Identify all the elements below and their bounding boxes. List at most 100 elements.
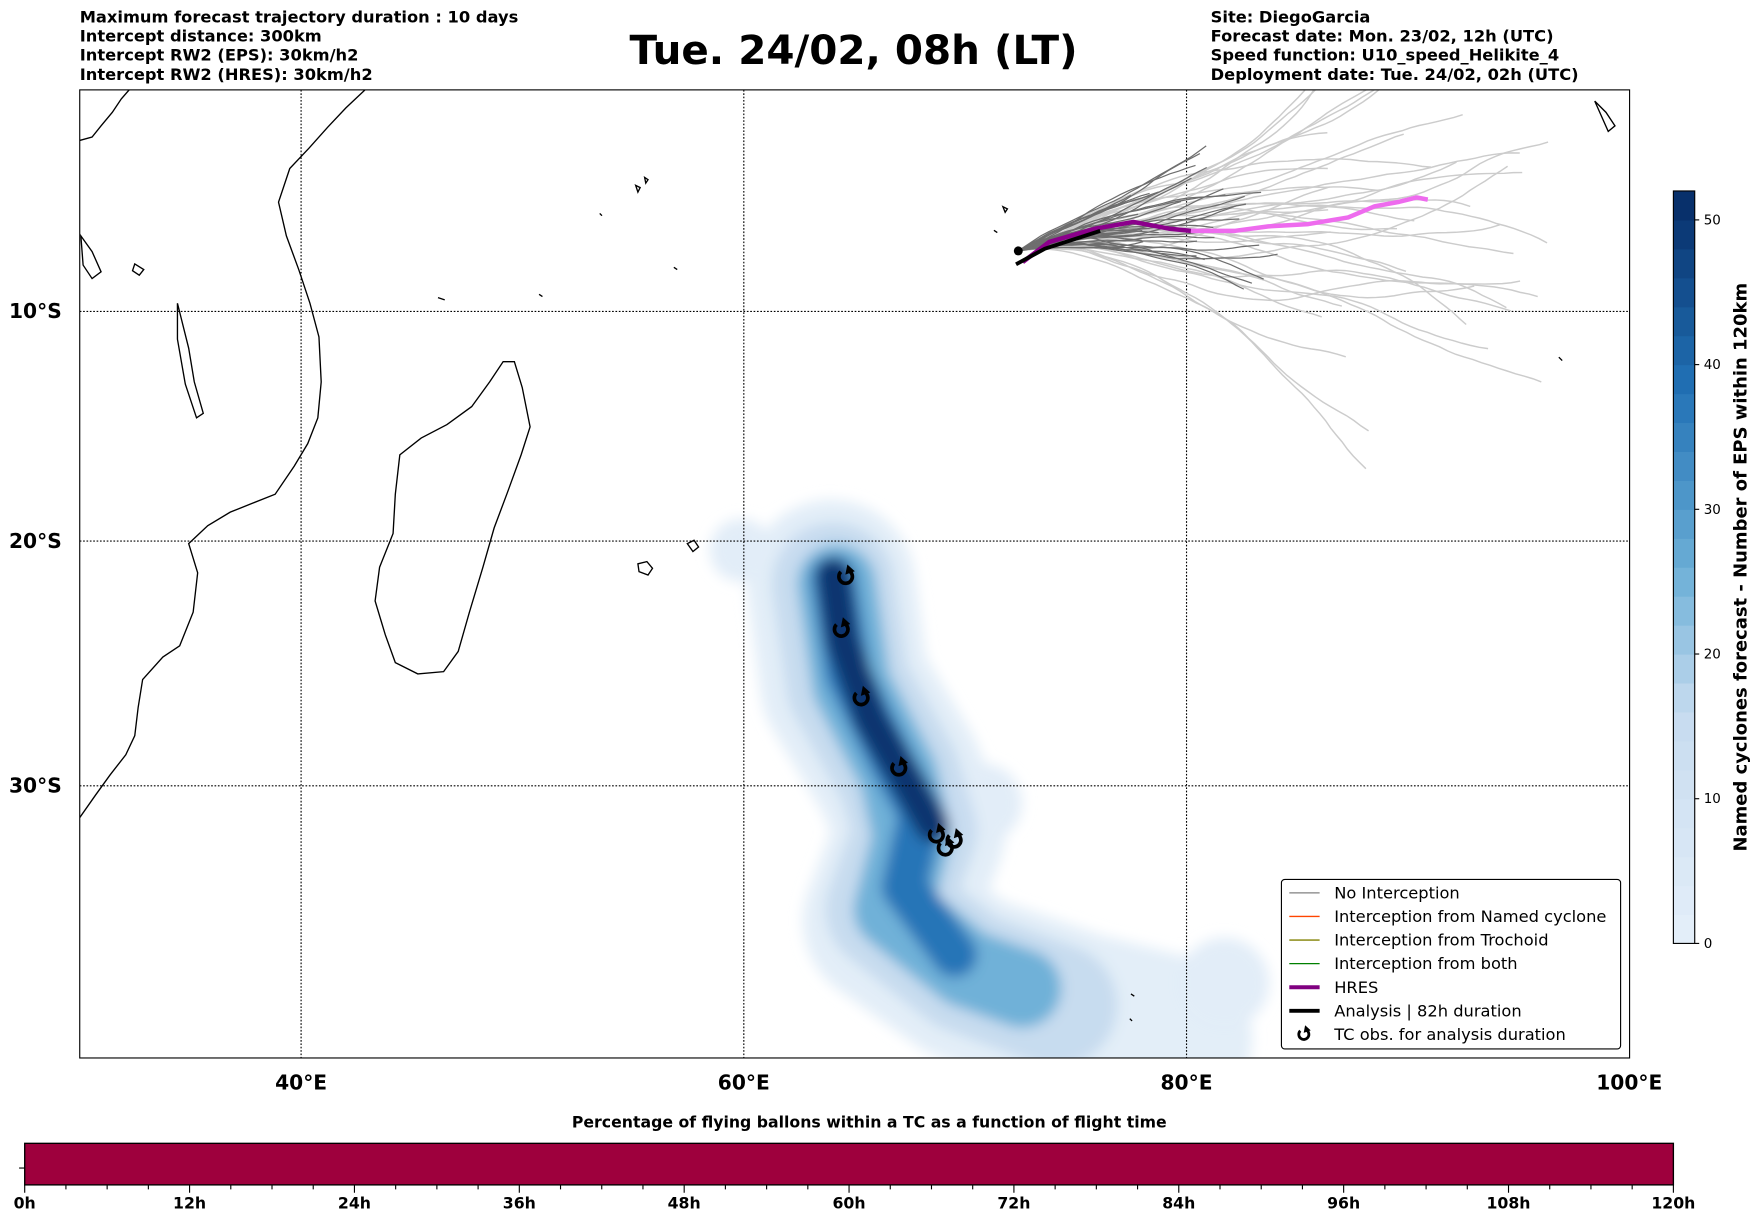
island-comoros xyxy=(80,233,145,280)
colorbar-step xyxy=(1673,567,1695,597)
eps-trajectory xyxy=(1018,153,1201,252)
colorbar-tick-label: 10 xyxy=(1704,791,1721,807)
eps-trajectory xyxy=(1018,246,1521,302)
coastline-north xyxy=(79,89,130,142)
legend: No Interception Interception from Named c… xyxy=(1280,878,1622,1050)
legend-item: Interception from Trochoid xyxy=(1289,931,1549,950)
colorbar-step xyxy=(1673,740,1695,771)
timebar-tick-label: 72h xyxy=(997,1193,1030,1212)
colorbar-step xyxy=(1673,885,1695,916)
cyclone-density-field xyxy=(709,499,1270,1058)
colorbar: 0 10 20 30 40 50 Named cyclones forecast - Nu… xyxy=(1672,190,1751,952)
legend-box xyxy=(1280,878,1622,1050)
colorbar-step xyxy=(1673,856,1695,887)
colorbar-step xyxy=(1673,798,1695,829)
legend-item: No Interception xyxy=(1289,884,1460,903)
lon-tick-label: 60°E xyxy=(718,1070,770,1094)
colorbar-step xyxy=(1673,509,1695,539)
eps-trajectory xyxy=(1017,194,1132,252)
island-chagos xyxy=(993,100,1616,362)
eps-trajectories xyxy=(1017,89,1549,470)
lat-tick-label: 10°S xyxy=(9,299,62,323)
eps-trajectory xyxy=(1018,247,1369,432)
header-speed-function: Speed function: U10_speed_Helikite_4 xyxy=(1211,46,1559,65)
colorbar-step xyxy=(1673,277,1695,308)
eps-trajectory xyxy=(1018,200,1182,252)
island-seychelles xyxy=(176,176,678,419)
tc-obs-icon xyxy=(936,835,955,857)
colorbar-step xyxy=(1673,393,1695,424)
tc-obs-icon xyxy=(837,564,855,586)
timebar-tick-label: 48h xyxy=(668,1193,701,1212)
tc-obs-icon xyxy=(832,617,851,638)
header-deployment-date: Deployment date: Tue. 24/02, 02h (UTC) xyxy=(1211,65,1579,84)
colorbar-step xyxy=(1673,451,1695,481)
coastline-madagascar xyxy=(374,360,531,675)
map-frame xyxy=(79,89,1631,1059)
colorbar-step xyxy=(1673,654,1695,684)
header-intercept-hres: Intercept RW2 (HRES): 30km/h2 xyxy=(80,65,373,84)
tc-obs-icon xyxy=(927,822,946,844)
colorbar-step xyxy=(1673,364,1695,395)
legend-label: HRES xyxy=(1334,978,1378,997)
eps-trajectory xyxy=(1018,247,1347,358)
tc-observations xyxy=(832,564,964,857)
colorbar-step xyxy=(1673,335,1695,366)
colorbar-tick-label: 30 xyxy=(1704,502,1721,518)
timebar-tick-label: 24h xyxy=(338,1193,371,1212)
lon-tick-label: 80°E xyxy=(1161,1070,1213,1094)
colorbar-tick-label: 0 xyxy=(1704,936,1713,952)
legend-item: TC obs. for analysis duration xyxy=(1297,1025,1566,1044)
map-area xyxy=(79,89,1630,1058)
legend-item: HRES xyxy=(1289,978,1378,997)
legend-label: Analysis | 82h duration xyxy=(1334,1001,1521,1020)
header-duration: Maximum forecast trajectory duration : 1… xyxy=(80,8,519,27)
timebar-tick-label: 36h xyxy=(503,1193,536,1212)
colorbar-step xyxy=(1673,480,1695,510)
header-right: Site: DiegoGarcia Forecast date: Mon. 23… xyxy=(1211,8,1579,84)
timebar-tick-label: 108h xyxy=(1487,1193,1531,1212)
legend-item: Analysis | 82h duration xyxy=(1289,1001,1522,1020)
eps-trajectory xyxy=(1018,244,1367,470)
timebar-tick-label: 120h xyxy=(1651,1193,1695,1212)
colorbar-step xyxy=(1673,596,1695,626)
colorbar-frame xyxy=(1672,190,1696,944)
colorbar-label: Named cyclones forecast - Number of EPS … xyxy=(1730,283,1751,852)
legend-label: Interception from Named cyclone xyxy=(1334,907,1606,926)
legend-label: Interception from both xyxy=(1334,954,1517,973)
site-marker xyxy=(1013,246,1023,256)
timebar-tick-label: 60h xyxy=(833,1193,866,1212)
map-gridlines xyxy=(79,89,1630,1058)
header-intercept-distance: Intercept distance: 300km xyxy=(80,27,322,46)
legend-label: TC obs. for analysis duration xyxy=(1333,1025,1566,1044)
colorbar-step xyxy=(1673,682,1695,713)
colorbar-step xyxy=(1673,711,1695,742)
colorbar-step xyxy=(1673,306,1695,337)
coastlines xyxy=(79,89,1616,1022)
eps-trajectory xyxy=(1018,245,1489,350)
analysis-track xyxy=(1015,228,1101,267)
timebar-tick-label: 0h xyxy=(14,1193,36,1212)
lat-tick-label: 30°S xyxy=(9,774,62,798)
timebar-tick-label: 96h xyxy=(1327,1193,1360,1212)
lat-tick-label: 20°S xyxy=(9,529,62,553)
tc-obs-icon xyxy=(1297,1025,1311,1041)
legend-label: Interception from Trochoid xyxy=(1334,931,1548,950)
eps-trajectory xyxy=(1017,89,1380,252)
coastline-africa xyxy=(79,89,366,819)
header-forecast-date: Forecast date: Mon. 23/02, 12h (UTC) xyxy=(1211,27,1554,46)
colorbar-tick-label: 40 xyxy=(1704,357,1721,373)
colorbar-step xyxy=(1673,219,1695,250)
island-mauritius xyxy=(637,539,700,576)
timebar-tick-label: 12h xyxy=(173,1193,206,1212)
colorbar-step xyxy=(1673,769,1695,800)
flight-time-bar: Percentage of flying ballons within a TC… xyxy=(14,1113,1696,1213)
legend-item: Interception from Named cyclone xyxy=(1289,907,1606,926)
lon-tick-label: 40°E xyxy=(275,1070,327,1094)
colorbar-step xyxy=(1673,422,1695,452)
colorbar-step xyxy=(1673,914,1695,944)
longitude-tick-labels: 40°E 60°E 80°E 100°E xyxy=(275,1070,1662,1094)
timebar-tick-label: 84h xyxy=(1162,1193,1195,1212)
header-left: Maximum forecast trajectory duration : 1… xyxy=(80,8,519,84)
